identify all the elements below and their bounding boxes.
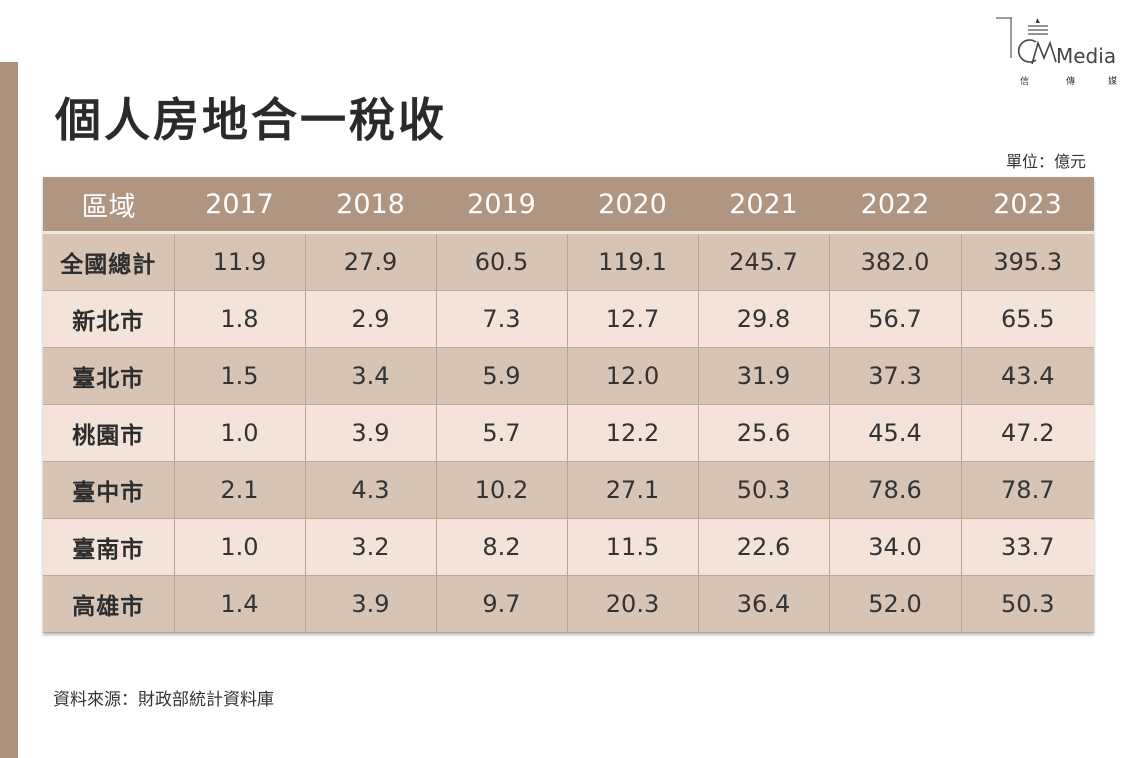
value-cell: 10.2 bbox=[436, 461, 568, 519]
source-note: 資料來源：財政部統計資料庫 bbox=[53, 690, 274, 710]
media-logo-icon: Media 信 傳 媒 bbox=[996, 17, 1117, 87]
table-body: 全國總計 11.9 27.9 60.5 119.1 245.7 382.0 395.3 新北市 1… bbox=[43, 232, 1094, 633]
column-header-year: 2017 bbox=[174, 177, 305, 234]
value-cell: 50.3 bbox=[698, 461, 830, 519]
tax-revenue-table: 區域 2017 2018 2019 2020 2021 2022 2023 全國總計 11.9 2… bbox=[43, 177, 1094, 633]
value-cell: 11.5 bbox=[567, 518, 699, 576]
logo-subtitle-1: 信 bbox=[1020, 75, 1029, 87]
table-row: 臺南市 1.0 3.2 8.2 11.5 22.6 34.0 33.7 bbox=[43, 518, 1094, 576]
value-cell: 34.0 bbox=[829, 518, 962, 576]
value-cell: 37.3 bbox=[829, 347, 962, 405]
value-cell: 29.8 bbox=[698, 290, 830, 348]
value-cell: 36.4 bbox=[698, 575, 830, 633]
value-cell: 78.6 bbox=[829, 461, 962, 519]
value-cell: 45.4 bbox=[829, 404, 962, 462]
value-cell: 27.1 bbox=[567, 461, 699, 519]
value-cell: 78.7 bbox=[961, 461, 1094, 519]
value-cell: 3.9 bbox=[305, 575, 437, 633]
region-cell: 新北市 bbox=[43, 290, 175, 348]
value-cell: 50.3 bbox=[961, 575, 1094, 633]
logo-wordmark: Media bbox=[1056, 44, 1116, 68]
value-cell: 382.0 bbox=[829, 232, 962, 291]
region-cell: 全國總計 bbox=[43, 232, 175, 291]
table-row: 臺中市 2.1 4.3 10.2 27.1 50.3 78.6 78.7 bbox=[43, 461, 1094, 519]
value-cell: 395.3 bbox=[961, 232, 1094, 291]
table-row: 臺北市 1.5 3.4 5.9 12.0 31.9 37.3 43.4 bbox=[43, 347, 1094, 405]
value-cell: 5.7 bbox=[436, 404, 568, 462]
value-cell: 12.7 bbox=[567, 290, 699, 348]
region-cell: 臺北市 bbox=[43, 347, 175, 405]
column-header-year: 2022 bbox=[829, 177, 961, 234]
region-cell: 高雄市 bbox=[43, 575, 175, 633]
value-cell: 1.0 bbox=[174, 518, 306, 576]
side-accent-bar bbox=[0, 62, 18, 758]
value-cell: 7.3 bbox=[436, 290, 568, 348]
unit-label: 單位：億元 bbox=[1005, 152, 1086, 171]
value-cell: 3.9 bbox=[305, 404, 437, 462]
value-cell: 43.4 bbox=[961, 347, 1094, 405]
value-cell: 11.9 bbox=[174, 232, 306, 291]
value-cell: 52.0 bbox=[829, 575, 962, 633]
logo-subtitle-3: 媒 bbox=[1108, 76, 1117, 87]
column-header-year: 2018 bbox=[305, 177, 436, 234]
value-cell: 5.9 bbox=[436, 347, 568, 405]
value-cell: 3.4 bbox=[305, 347, 437, 405]
column-header-year: 2020 bbox=[567, 177, 698, 234]
value-cell: 56.7 bbox=[829, 290, 962, 348]
value-cell: 2.1 bbox=[174, 461, 306, 519]
column-header-region: 區域 bbox=[43, 177, 174, 234]
table-row: 高雄市 1.4 3.9 9.7 20.3 36.4 52.0 50.3 bbox=[43, 575, 1094, 633]
value-cell: 12.2 bbox=[567, 404, 699, 462]
value-cell: 1.0 bbox=[174, 404, 306, 462]
table-header-row: 區域 2017 2018 2019 2020 2021 2022 2023 bbox=[43, 177, 1094, 234]
value-cell: 119.1 bbox=[567, 232, 699, 291]
value-cell: 3.2 bbox=[305, 518, 437, 576]
region-cell: 臺南市 bbox=[43, 518, 175, 576]
value-cell: 22.6 bbox=[698, 518, 830, 576]
value-cell: 8.2 bbox=[436, 518, 568, 576]
page-title: 個人房地合一稅收 bbox=[55, 92, 447, 147]
logo-subtitle-2: 傳 bbox=[1066, 75, 1075, 87]
column-header-year: 2023 bbox=[961, 177, 1094, 234]
value-cell: 65.5 bbox=[961, 290, 1094, 348]
value-cell: 60.5 bbox=[436, 232, 568, 291]
column-header-year: 2021 bbox=[698, 177, 829, 234]
value-cell: 27.9 bbox=[305, 232, 437, 291]
value-cell: 33.7 bbox=[961, 518, 1094, 576]
value-cell: 2.9 bbox=[305, 290, 437, 348]
value-cell: 1.8 bbox=[174, 290, 306, 348]
value-cell: 1.4 bbox=[174, 575, 306, 633]
value-cell: 245.7 bbox=[698, 232, 830, 291]
table-row: 桃園市 1.0 3.9 5.7 12.2 25.6 45.4 47.2 bbox=[43, 404, 1094, 462]
value-cell: 12.0 bbox=[567, 347, 699, 405]
region-cell: 臺中市 bbox=[43, 461, 175, 519]
value-cell: 4.3 bbox=[305, 461, 437, 519]
table-row: 全國總計 11.9 27.9 60.5 119.1 245.7 382.0 395.3 bbox=[43, 232, 1094, 291]
value-cell: 47.2 bbox=[961, 404, 1094, 462]
value-cell: 1.5 bbox=[174, 347, 306, 405]
value-cell: 20.3 bbox=[567, 575, 699, 633]
value-cell: 31.9 bbox=[698, 347, 830, 405]
value-cell: 9.7 bbox=[436, 575, 568, 633]
region-cell: 桃園市 bbox=[43, 404, 175, 462]
column-header-year: 2019 bbox=[436, 177, 567, 234]
brand-logo: Media 信 傳 媒 bbox=[990, 10, 1130, 88]
table-row: 新北市 1.8 2.9 7.3 12.7 29.8 56.7 65.5 bbox=[43, 290, 1094, 348]
value-cell: 25.6 bbox=[698, 404, 830, 462]
